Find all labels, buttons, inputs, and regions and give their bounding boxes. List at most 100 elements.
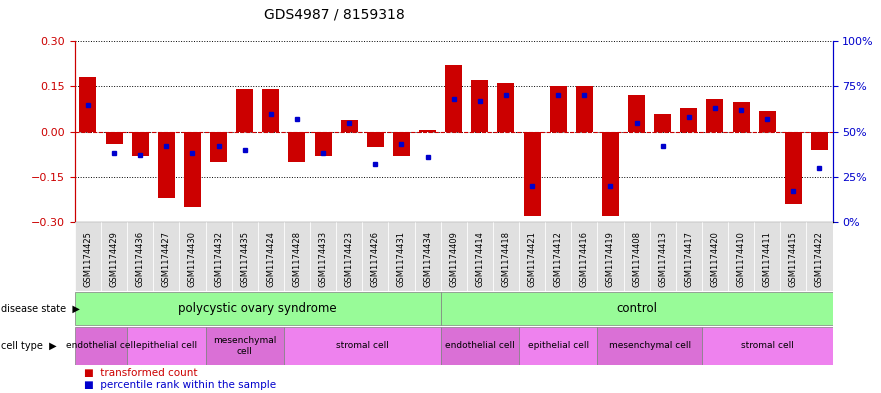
Bar <box>519 222 545 291</box>
Text: mesenchymal cell: mesenchymal cell <box>609 342 691 350</box>
Text: GSM1174410: GSM1174410 <box>737 231 745 287</box>
Bar <box>101 222 127 291</box>
Bar <box>415 222 440 291</box>
Bar <box>263 90 279 132</box>
Bar <box>550 86 566 132</box>
Bar <box>733 101 750 132</box>
Bar <box>806 222 833 291</box>
Bar <box>781 222 806 291</box>
Text: GDS4987 / 8159318: GDS4987 / 8159318 <box>264 8 405 22</box>
Bar <box>576 86 593 132</box>
Bar <box>471 81 488 132</box>
Bar <box>366 132 384 147</box>
Bar <box>284 327 440 365</box>
Text: GSM1174408: GSM1174408 <box>632 231 641 287</box>
Bar <box>337 222 362 291</box>
Text: GSM1174419: GSM1174419 <box>606 231 615 287</box>
Text: endothelial cell: endothelial cell <box>445 342 515 350</box>
Bar <box>132 132 149 156</box>
Bar <box>628 95 645 132</box>
Bar <box>127 327 205 365</box>
Text: GSM1174417: GSM1174417 <box>685 231 693 287</box>
Bar <box>153 222 180 291</box>
Bar <box>754 222 781 291</box>
Bar <box>75 292 440 325</box>
Text: GSM1174415: GSM1174415 <box>788 231 798 287</box>
Bar <box>597 222 624 291</box>
Bar <box>676 222 702 291</box>
Bar <box>310 222 337 291</box>
Bar <box>341 119 358 132</box>
Bar <box>127 222 153 291</box>
Text: GSM1174430: GSM1174430 <box>188 231 197 287</box>
Text: ■  percentile rank within the sample: ■ percentile rank within the sample <box>84 380 276 389</box>
Text: stromal cell: stromal cell <box>741 342 794 350</box>
Text: epithelial cell: epithelial cell <box>136 342 196 350</box>
Bar <box>184 132 201 207</box>
Bar <box>440 292 833 325</box>
Bar <box>106 132 122 144</box>
Text: disease state  ▶: disease state ▶ <box>1 303 80 314</box>
Text: GSM1174435: GSM1174435 <box>241 231 249 287</box>
Bar <box>785 132 802 204</box>
Bar <box>759 110 775 132</box>
Bar <box>362 222 389 291</box>
Bar <box>419 130 436 132</box>
Bar <box>707 99 723 132</box>
Bar <box>655 114 671 132</box>
Text: GSM1174420: GSM1174420 <box>710 231 720 287</box>
Bar <box>79 77 96 132</box>
Text: GSM1174422: GSM1174422 <box>815 231 824 287</box>
Bar <box>545 222 571 291</box>
Bar <box>498 83 515 132</box>
Bar <box>284 222 310 291</box>
Text: GSM1174412: GSM1174412 <box>554 231 563 287</box>
Bar <box>811 132 828 150</box>
Text: GSM1174416: GSM1174416 <box>580 231 589 287</box>
Bar <box>210 132 227 162</box>
Text: GSM1174433: GSM1174433 <box>319 231 328 287</box>
Bar <box>158 132 174 198</box>
Text: GSM1174428: GSM1174428 <box>292 231 301 287</box>
Text: polycystic ovary syndrome: polycystic ovary syndrome <box>179 302 337 315</box>
Text: endothelial cell: endothelial cell <box>66 342 136 350</box>
Text: GSM1174436: GSM1174436 <box>136 231 144 287</box>
Text: control: control <box>616 302 657 315</box>
Bar <box>702 222 728 291</box>
Text: epithelial cell: epithelial cell <box>528 342 589 350</box>
Bar <box>180 222 205 291</box>
Text: ■  transformed count: ■ transformed count <box>84 367 197 378</box>
Bar <box>258 222 284 291</box>
Text: GSM1174423: GSM1174423 <box>344 231 353 287</box>
Bar <box>393 132 410 156</box>
Bar <box>205 222 232 291</box>
Text: GSM1174413: GSM1174413 <box>658 231 667 287</box>
Bar <box>597 327 702 365</box>
Text: GSM1174426: GSM1174426 <box>371 231 380 287</box>
Bar <box>571 222 597 291</box>
Bar <box>75 222 101 291</box>
Bar <box>728 222 754 291</box>
Text: GSM1174425: GSM1174425 <box>84 231 93 287</box>
Bar <box>649 222 676 291</box>
Bar <box>315 132 331 156</box>
Text: GSM1174409: GSM1174409 <box>449 231 458 287</box>
Bar <box>440 222 467 291</box>
Text: GSM1174424: GSM1174424 <box>266 231 276 287</box>
Bar <box>389 222 415 291</box>
Bar <box>75 327 127 365</box>
Text: mesenchymal
cell: mesenchymal cell <box>213 336 277 356</box>
Bar <box>445 65 463 132</box>
Text: GSM1174427: GSM1174427 <box>162 231 171 287</box>
Text: GSM1174411: GSM1174411 <box>763 231 772 287</box>
Text: GSM1174432: GSM1174432 <box>214 231 223 287</box>
Text: GSM1174431: GSM1174431 <box>397 231 406 287</box>
Text: GSM1174434: GSM1174434 <box>423 231 432 287</box>
Text: cell type  ▶: cell type ▶ <box>1 341 56 351</box>
Bar <box>492 222 519 291</box>
Text: GSM1174414: GSM1174414 <box>476 231 485 287</box>
Text: GSM1174429: GSM1174429 <box>109 231 119 287</box>
Bar <box>440 327 519 365</box>
Text: stromal cell: stromal cell <box>336 342 389 350</box>
Bar <box>288 132 306 162</box>
